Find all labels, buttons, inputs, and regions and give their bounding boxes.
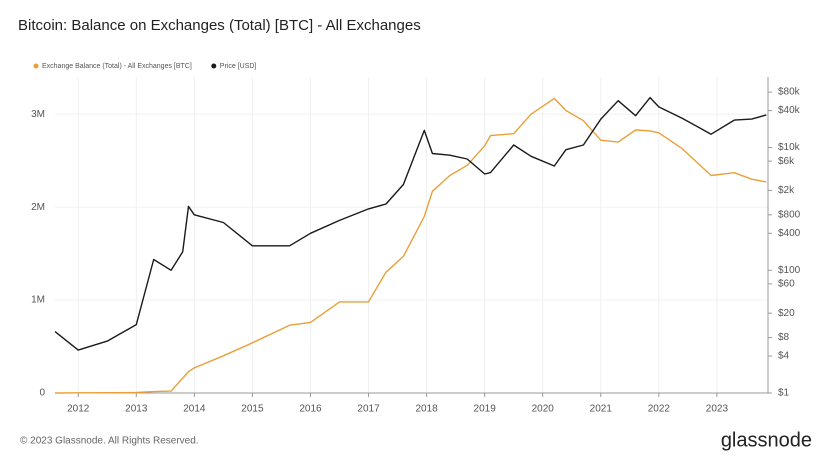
legend-marker [33,63,39,69]
x-tick-label: 2017 [357,404,380,415]
x-tick-label: 2018 [415,404,438,415]
legend-label: Exchange Balance (Total) - All Exchanges… [42,63,192,70]
x-tick-label: 2021 [590,404,613,415]
y2-tick-label: $40k [778,105,801,116]
y2-tick-label: $80k [778,87,801,98]
x-tick-label: 2015 [241,404,264,415]
x-tick-label: 2019 [474,404,497,415]
y2-tick-label: $8 [778,332,790,343]
series-line [54,96,767,351]
legend-marker [211,63,217,69]
y2-tick-label: $1 [778,388,790,399]
y2-tick-label: $4 [778,351,790,362]
y2-tick-label: $800 [778,209,801,220]
x-tick-label: 2023 [706,404,729,415]
y-tick-label: 2M [31,202,45,213]
copyright: © 2023 Glassnode. All Rights Reserved. [20,436,199,447]
y2-tick-label: $6k [778,156,795,167]
logo: glassnode [721,429,812,451]
x-tick-label: 2016 [299,404,322,415]
x-tick-label: 2012 [67,404,90,415]
y2-tick-label: $20 [778,308,795,319]
x-tick-label: 2020 [532,404,555,415]
x-tick-label: 2022 [648,404,671,415]
x-tick-label: 2014 [183,404,206,415]
y2-tick-label: $100 [778,265,801,276]
chart-title: Bitcoin: Balance on Exchanges (Total) [B… [18,17,421,34]
y2-tick-label: $60 [778,279,795,290]
y2-tick-label: $400 [778,228,801,239]
y-tick-label: 0 [39,388,45,399]
y-tick-label: 1M [31,295,45,306]
y-tick-label: 3M [31,109,45,120]
y2-tick-label: $10k [778,142,801,153]
legend-label: Price [USD] [220,63,257,70]
series-line [54,97,767,394]
x-tick-label: 2013 [125,404,148,415]
y2-tick-label: $2k [778,185,795,196]
